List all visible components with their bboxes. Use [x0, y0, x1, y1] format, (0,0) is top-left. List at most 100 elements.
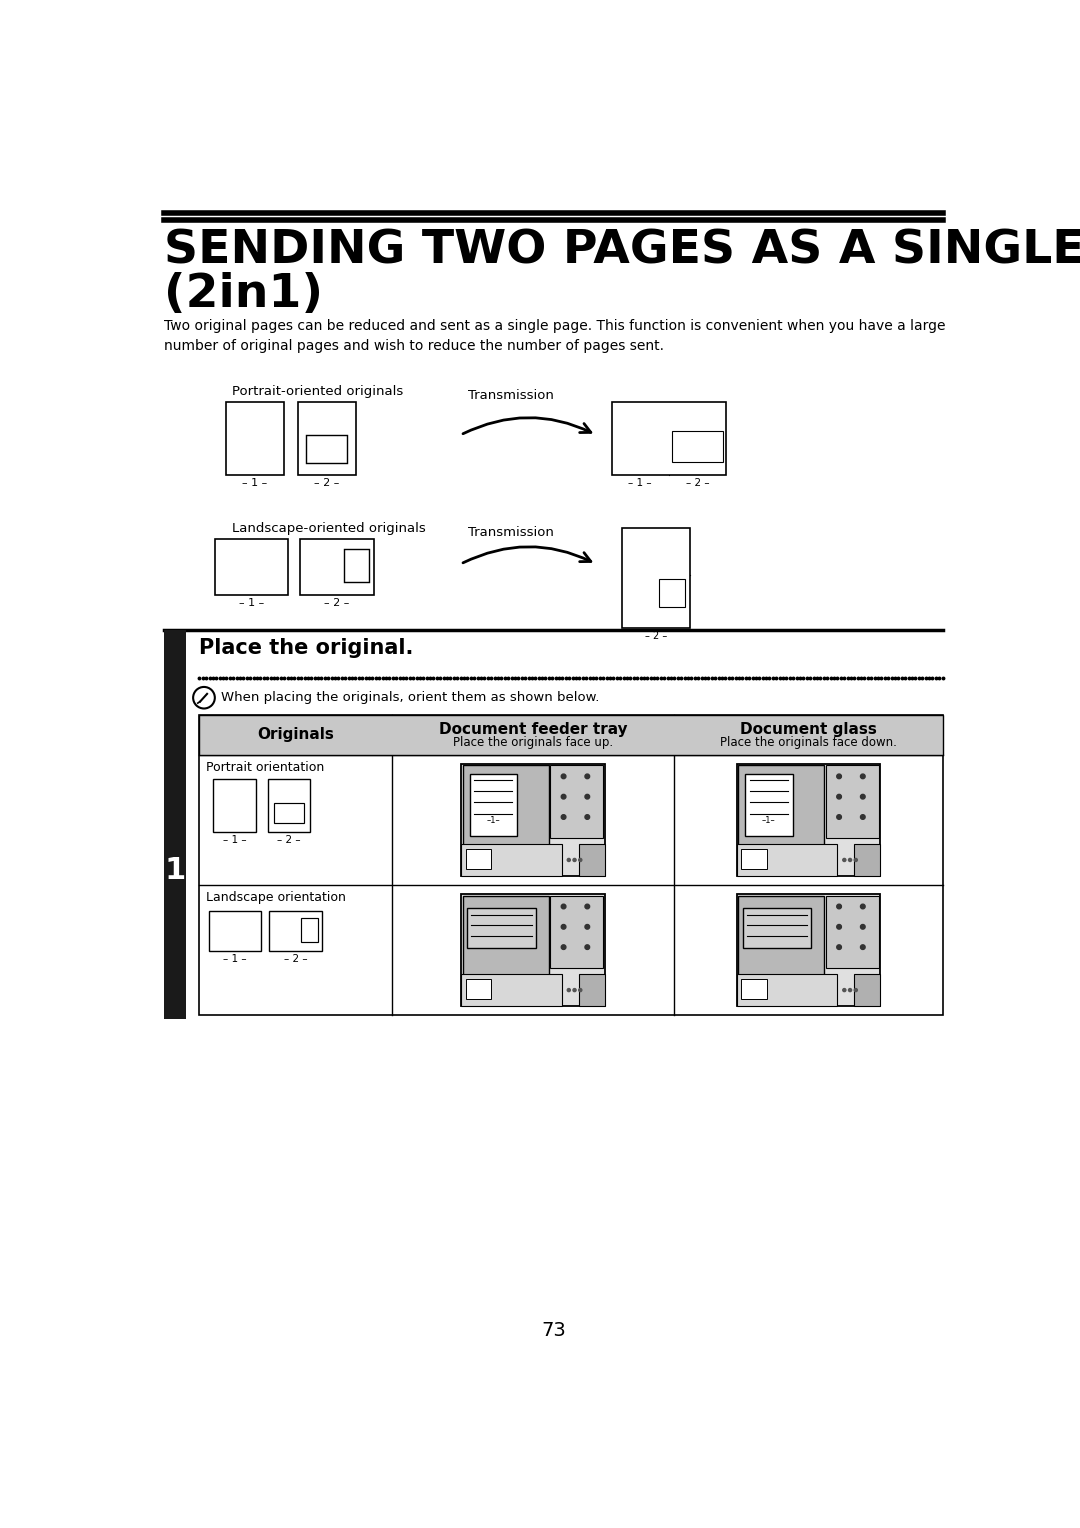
Circle shape	[861, 905, 865, 909]
Circle shape	[562, 944, 566, 949]
Bar	[226, 402, 284, 475]
Text: – 1 –: – 1 –	[239, 597, 265, 608]
Bar	[461, 845, 562, 876]
Circle shape	[579, 989, 582, 992]
Bar	[300, 539, 374, 594]
Text: Two original pages can be reduced and sent as a single page. This function is co: Two original pages can be reduced and se…	[164, 319, 946, 353]
Circle shape	[562, 924, 566, 929]
Text: Transmission: Transmission	[469, 390, 554, 402]
Text: –1–: –1–	[762, 816, 775, 825]
Circle shape	[193, 688, 215, 709]
Bar	[465, 850, 491, 869]
Bar	[739, 766, 824, 847]
Bar	[470, 773, 517, 836]
Circle shape	[585, 795, 590, 799]
Bar	[741, 850, 767, 869]
Bar	[737, 894, 880, 1005]
Text: Document glass: Document glass	[740, 721, 877, 736]
Bar	[737, 764, 880, 876]
Circle shape	[567, 989, 570, 992]
Text: Place the originals face up.: Place the originals face up.	[453, 736, 613, 749]
Bar	[215, 539, 288, 594]
Circle shape	[849, 859, 852, 862]
Bar	[300, 918, 319, 943]
Circle shape	[585, 814, 590, 819]
Text: – 1 –: – 1 –	[242, 478, 268, 489]
Circle shape	[579, 859, 582, 862]
Text: Document feeder tray: Document feeder tray	[438, 721, 627, 736]
Bar	[208, 911, 261, 950]
Text: – 2 –: – 2 –	[686, 478, 710, 489]
Bar	[298, 402, 356, 475]
Bar	[854, 845, 880, 876]
Circle shape	[562, 905, 566, 909]
Circle shape	[567, 859, 570, 862]
Text: Landscape orientation: Landscape orientation	[205, 891, 346, 905]
Text: – 2 –: – 2 –	[314, 478, 339, 489]
Bar	[826, 895, 879, 969]
Bar	[269, 911, 322, 950]
Circle shape	[585, 944, 590, 949]
Bar	[743, 908, 811, 947]
Bar	[739, 895, 824, 976]
Circle shape	[562, 795, 566, 799]
Circle shape	[842, 989, 846, 992]
Circle shape	[837, 814, 841, 819]
Text: – 2 –: – 2 –	[284, 953, 307, 964]
Text: – 1 –: – 1 –	[222, 834, 246, 845]
Bar	[611, 402, 727, 475]
Circle shape	[562, 775, 566, 779]
Text: Portrait-oriented originals: Portrait-oriented originals	[232, 385, 403, 399]
Bar	[551, 766, 603, 837]
Bar	[461, 894, 605, 1005]
Bar	[461, 764, 605, 876]
Text: – 2 –: – 2 –	[278, 834, 300, 845]
Bar	[826, 766, 879, 837]
Bar	[737, 975, 837, 1005]
Circle shape	[573, 859, 576, 862]
Bar	[741, 979, 767, 999]
Bar	[465, 979, 491, 999]
Circle shape	[562, 814, 566, 819]
Bar	[659, 579, 685, 607]
Text: – 2 –: – 2 –	[645, 631, 667, 640]
Circle shape	[861, 814, 865, 819]
Bar	[468, 908, 536, 947]
Text: – 2 –: – 2 –	[324, 597, 350, 608]
Bar	[463, 766, 549, 847]
Circle shape	[861, 944, 865, 949]
Text: Place the originals face down.: Place the originals face down.	[720, 736, 896, 749]
Circle shape	[861, 924, 865, 929]
Circle shape	[861, 775, 865, 779]
Text: (2in1): (2in1)	[164, 272, 323, 316]
Bar	[461, 975, 562, 1005]
Text: 1: 1	[164, 856, 186, 885]
Circle shape	[585, 905, 590, 909]
Bar	[213, 779, 256, 831]
Bar	[274, 802, 303, 822]
Text: When placing the originals, orient them as shown below.: When placing the originals, orient them …	[221, 691, 599, 704]
Circle shape	[585, 775, 590, 779]
Text: 73: 73	[541, 1322, 566, 1340]
Circle shape	[861, 795, 865, 799]
Bar	[200, 715, 943, 1015]
Bar	[164, 630, 186, 1019]
Bar	[345, 549, 368, 582]
Bar	[854, 975, 880, 1005]
Circle shape	[849, 989, 852, 992]
Text: – 1 –: – 1 –	[224, 953, 247, 964]
Circle shape	[837, 905, 841, 909]
Text: Transmission: Transmission	[469, 526, 554, 539]
Text: Portrait orientation: Portrait orientation	[205, 761, 324, 773]
Circle shape	[854, 859, 858, 862]
Bar	[463, 895, 549, 976]
Text: – 1 –: – 1 –	[629, 478, 652, 489]
Bar	[268, 779, 310, 831]
Circle shape	[837, 775, 841, 779]
Text: –1–: –1–	[486, 816, 500, 825]
Text: Place the original.: Place the original.	[200, 637, 414, 657]
Bar	[622, 527, 690, 628]
Circle shape	[837, 924, 841, 929]
Text: SENDING TWO PAGES AS A SINGLE PAGE: SENDING TWO PAGES AS A SINGLE PAGE	[164, 228, 1080, 274]
Bar	[200, 715, 943, 755]
